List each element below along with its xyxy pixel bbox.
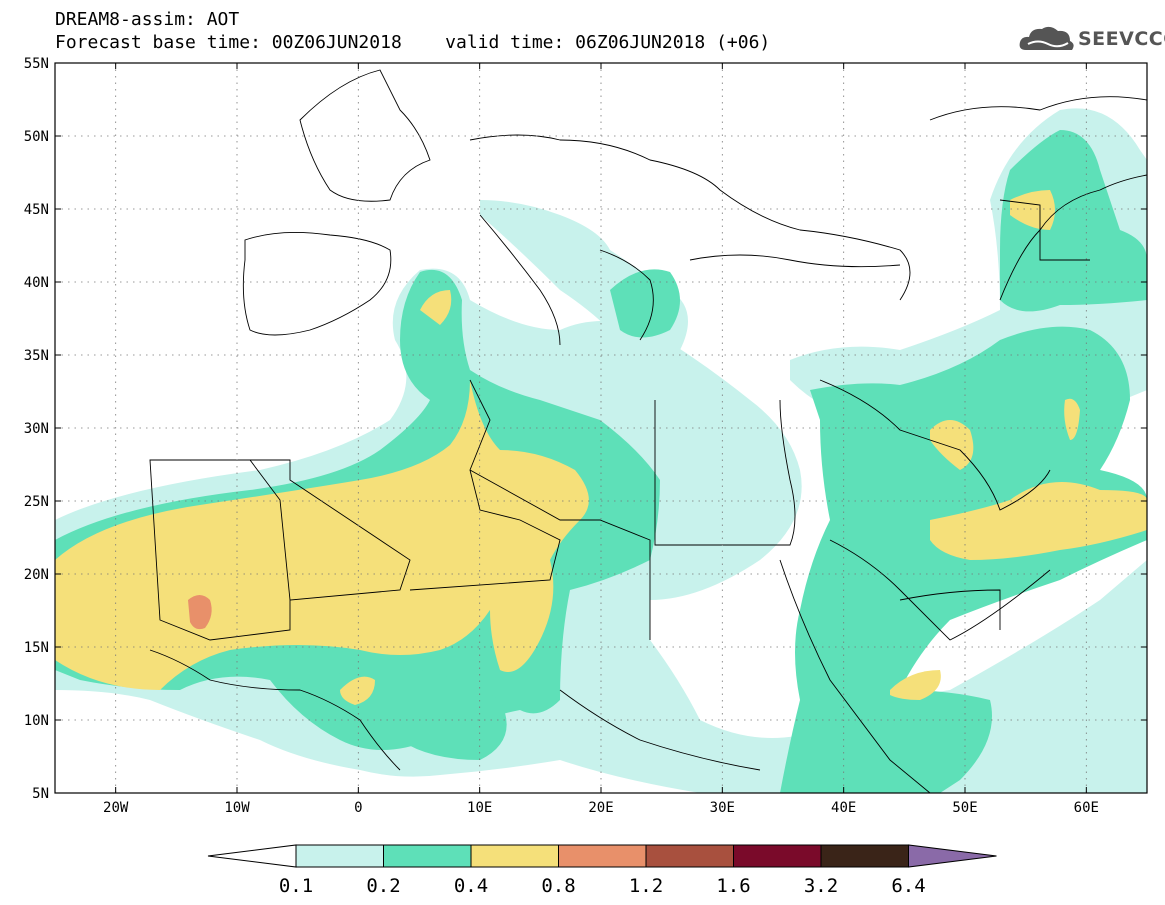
lat-tick-label: 35N bbox=[24, 348, 49, 364]
lon-tick-label: 40E bbox=[831, 800, 856, 816]
lon-tick-label: 0 bbox=[354, 800, 362, 816]
colorbar-labels: 0.1 0.2 0.4 0.8 1.2 1.6 3.2 6.4 bbox=[279, 875, 926, 897]
colorbar-level-label: 3.2 bbox=[804, 875, 838, 897]
graticule bbox=[55, 63, 1147, 793]
cloud-icon bbox=[1019, 26, 1074, 50]
logo-text: SEEVCCC bbox=[1078, 28, 1165, 50]
colorbar-max-arrow bbox=[908, 844, 997, 868]
colorbar bbox=[207, 844, 997, 868]
lat-tick-label: 5N bbox=[32, 786, 49, 802]
colorbar-swatch bbox=[820, 844, 909, 868]
lon-tick-label: 50E bbox=[952, 800, 977, 816]
lon-tick-label: 60E bbox=[1074, 800, 1099, 816]
colorbar-swatch bbox=[383, 844, 472, 868]
colorbar-level-label: 1.6 bbox=[716, 875, 750, 897]
country-borders bbox=[149, 69, 1147, 793]
lat-tick-label: 45N bbox=[24, 202, 49, 218]
colorbar-swatch bbox=[295, 844, 384, 868]
lat-tick-label: 10N bbox=[24, 713, 49, 729]
lat-tick-label: 15N bbox=[24, 640, 49, 656]
lat-tick-label: 55N bbox=[24, 56, 49, 72]
lat-tick-label: 20N bbox=[24, 567, 49, 583]
lon-tick-label: 20W bbox=[103, 800, 129, 816]
lon-tick-label: 10E bbox=[467, 800, 492, 816]
colorbar-swatch bbox=[558, 844, 647, 868]
lat-tick-label: 40N bbox=[24, 275, 49, 291]
aot-shading-0.8 bbox=[188, 595, 212, 630]
colorbar-level-label: 0.4 bbox=[454, 875, 488, 897]
lon-tick-label: 10W bbox=[224, 800, 250, 816]
colorbar-level-label: 0.2 bbox=[366, 875, 400, 897]
aot-field bbox=[55, 63, 1147, 793]
time-info: Forecast base time: 00Z06JUN2018 valid t… bbox=[55, 33, 770, 53]
valid-time-label: valid time: 06Z06JUN2018 (+06) bbox=[445, 32, 771, 53]
longitude-axis: 20W 10W 0 10E 20E 30E 40E 50E 60E bbox=[103, 63, 1099, 816]
lat-tick-label: 30N bbox=[24, 421, 49, 437]
aot-shading-0.4 bbox=[55, 190, 1147, 705]
colorbar-level-label: 0.8 bbox=[541, 875, 575, 897]
lat-tick-label: 25N bbox=[24, 494, 49, 510]
colorbar-level-label: 6.4 bbox=[891, 875, 925, 897]
lon-tick-label: 20E bbox=[588, 800, 613, 816]
lon-tick-label: 30E bbox=[710, 800, 735, 816]
colorbar-min-arrow bbox=[207, 844, 297, 868]
colorbar-level-label: 0.1 bbox=[279, 875, 313, 897]
map-title: DREAM8-assim: AOT bbox=[55, 9, 240, 30]
seevccc-logo: SEEVCCC bbox=[1018, 22, 1165, 56]
colorbar-swatch bbox=[470, 844, 559, 868]
lat-tick-label: 50N bbox=[24, 129, 49, 145]
colorbar-swatch bbox=[645, 844, 734, 868]
colorbar-level-label: 1.2 bbox=[629, 875, 663, 897]
colorbar-swatch bbox=[733, 844, 822, 868]
base-time-label: Forecast base time: 00Z06JUN2018 bbox=[55, 32, 402, 53]
latitude-axis: 55N 50N 45N 40N 35N 30N 25N 20N 15N 10N 5N bbox=[24, 56, 1147, 802]
